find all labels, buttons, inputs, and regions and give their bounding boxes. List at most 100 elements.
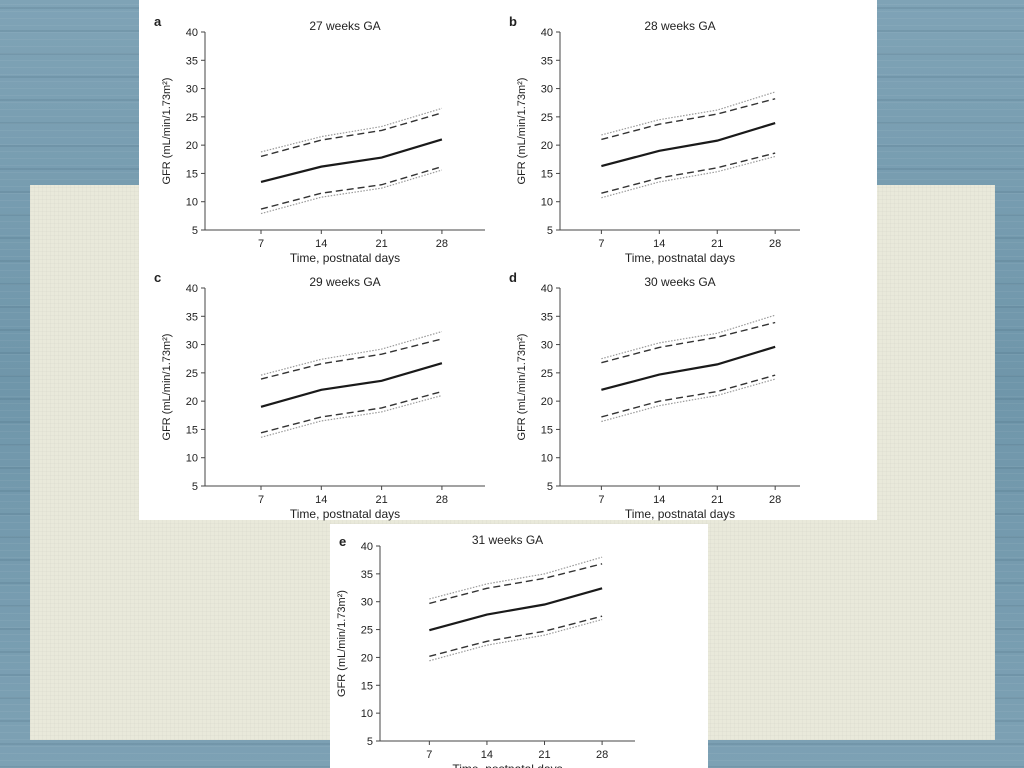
x-tick-label: 14	[481, 749, 493, 761]
y-tick-label: 35	[541, 311, 553, 323]
chart-title: 28 weeks GA	[644, 19, 715, 33]
y-tick-label: 25	[361, 625, 373, 637]
y-tick-label: 20	[361, 652, 373, 664]
x-tick-label: 28	[769, 494, 781, 506]
figure-bottom-sheet	[330, 524, 708, 768]
y-tick-label: 30	[361, 597, 373, 609]
x-tick-label: 21	[538, 749, 550, 761]
x-tick-label: 14	[315, 238, 327, 250]
x-tick-label: 21	[711, 494, 723, 506]
series-line-solid	[260, 138, 443, 183]
x-axis-label: Time, postnatal days	[625, 251, 735, 265]
y-tick-label: 15	[186, 168, 198, 180]
y-tick-label: 40	[541, 283, 553, 295]
series-line-solid	[260, 362, 443, 408]
y-axis-label: GFR (mL/min/1.73m²)	[516, 78, 528, 185]
panel-label: e	[339, 534, 346, 549]
y-tick-label: 15	[541, 424, 553, 436]
series-line-dotted	[601, 314, 776, 360]
x-tick-label: 7	[598, 494, 604, 506]
chart-panel-e: 5 10 15 20 25 30 35 40 7 14 21 28 e 31 weeks GA Time, …	[336, 533, 635, 768]
chart-panel-a: 5 10 15 20 25 30 35 40 7 14 21 28 a 27 weeks GA Time, …	[154, 14, 485, 265]
y-tick-label: 20	[186, 140, 198, 152]
series-line-dashed	[429, 563, 603, 605]
series-line-dotted	[601, 91, 776, 136]
series-line-solid	[601, 122, 776, 168]
y-tick-label: 10	[361, 708, 373, 720]
y-tick-label: 10	[186, 197, 198, 209]
y-axis-label: GFR (mL/min/1.73m²)	[161, 334, 173, 441]
x-tick-label: 21	[711, 238, 723, 250]
x-tick-label: 14	[653, 494, 665, 506]
x-tick-label: 21	[375, 238, 387, 250]
panel-label: d	[509, 270, 517, 285]
chart-panel-c: 5 10 15 20 25 30 35 40 7 14 21 28 c 29 weeks GA Time, …	[154, 270, 485, 521]
panel-label: c	[154, 270, 161, 285]
y-tick-label: 40	[361, 541, 373, 553]
series-line-dotted	[601, 378, 776, 423]
y-tick-label: 30	[541, 340, 553, 352]
x-tick-label: 21	[375, 494, 387, 506]
chart-title: 30 weeks GA	[644, 275, 715, 289]
y-tick-label: 40	[186, 283, 198, 295]
chart-title: 31 weeks GA	[472, 533, 543, 547]
y-tick-label: 5	[367, 736, 373, 748]
x-tick-label: 28	[436, 238, 448, 250]
x-axis-label: Time, postnatal days	[290, 507, 400, 521]
series-line-dashed	[260, 165, 443, 210]
panel-label: a	[154, 14, 162, 29]
x-tick-label: 28	[769, 238, 781, 250]
panel-label: b	[509, 14, 517, 29]
y-tick-label: 25	[186, 112, 198, 124]
x-tick-label: 14	[315, 494, 327, 506]
series-line-dashed	[601, 374, 776, 418]
chart-panel-d: 5 10 15 20 25 30 35 40 7 14 21 28 d 30 weeks GA Time, …	[509, 270, 800, 521]
series-line-dotted	[260, 107, 443, 153]
series-line-solid	[429, 587, 603, 632]
y-tick-label: 40	[541, 27, 553, 39]
y-tick-label: 25	[541, 368, 553, 380]
series-line-dotted	[429, 618, 603, 662]
y-tick-label: 20	[541, 396, 553, 408]
series-line-solid	[601, 345, 776, 391]
series-line-dashed	[260, 338, 443, 380]
x-axis-label: Time, postnatal days	[290, 251, 400, 265]
series-line-dashed	[601, 152, 776, 194]
x-axis-label: Time, postnatal days	[452, 762, 562, 768]
series-line-dashed	[601, 321, 776, 364]
y-tick-label: 10	[186, 453, 198, 465]
y-tick-label: 35	[361, 569, 373, 581]
y-tick-label: 15	[361, 680, 373, 692]
x-tick-label: 7	[598, 238, 604, 250]
x-tick-label: 7	[258, 238, 264, 250]
y-tick-label: 30	[541, 84, 553, 96]
series-line-dotted	[601, 155, 776, 199]
y-axis-label: GFR (mL/min/1.73m²)	[336, 590, 348, 697]
series-line-dashed	[260, 390, 443, 434]
figure-top-sheet	[139, 0, 877, 520]
chart-title: 27 weeks GA	[309, 19, 380, 33]
y-tick-label: 30	[186, 340, 198, 352]
y-tick-label: 5	[547, 481, 553, 493]
y-tick-label: 35	[541, 55, 553, 67]
y-tick-label: 10	[541, 453, 553, 465]
y-axis-label: GFR (mL/min/1.73m²)	[161, 78, 173, 185]
chart-panel-b: 5 10 15 20 25 30 35 40 7 14 21 28 b 28 weeks GA Time, …	[509, 14, 800, 265]
y-tick-label: 25	[541, 112, 553, 124]
x-tick-label: 7	[426, 749, 432, 761]
y-tick-label: 15	[186, 424, 198, 436]
y-tick-label: 30	[186, 84, 198, 96]
y-tick-label: 40	[186, 27, 198, 39]
y-axis-label: GFR (mL/min/1.73m²)	[516, 334, 528, 441]
series-line-dotted	[260, 330, 443, 376]
chart-title: 29 weeks GA	[309, 275, 380, 289]
y-tick-label: 10	[541, 197, 553, 209]
series-line-dotted	[260, 394, 443, 438]
y-tick-label: 35	[186, 311, 198, 323]
y-tick-label: 5	[192, 481, 198, 493]
y-tick-label: 20	[541, 140, 553, 152]
y-tick-label: 20	[186, 396, 198, 408]
y-tick-label: 5	[547, 225, 553, 237]
y-tick-label: 25	[186, 368, 198, 380]
series-line-dotted	[429, 556, 603, 600]
